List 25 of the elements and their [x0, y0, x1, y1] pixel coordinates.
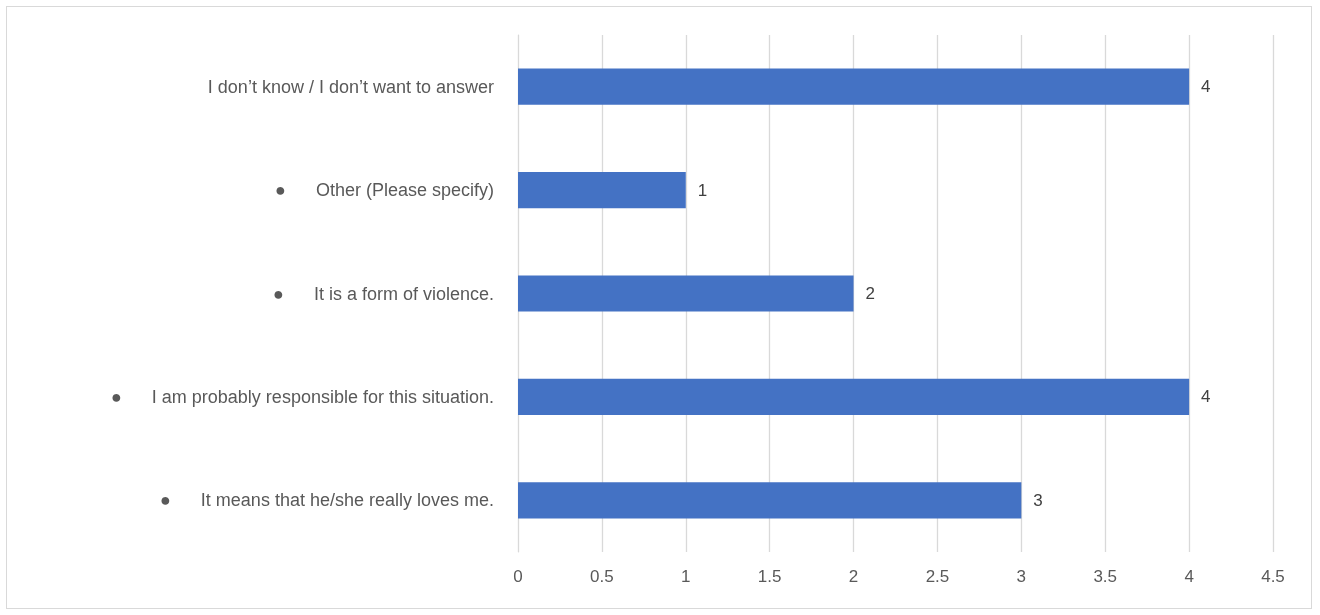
y-tick-label: ● Other (Please specify)	[275, 180, 494, 201]
data-label: 4	[1201, 387, 1211, 407]
x-tick-label: 1	[681, 567, 691, 586]
data-label: 3	[1033, 490, 1043, 510]
y-tick-label: ● I am probably responsible for this situation.	[110, 386, 494, 407]
x-tick-label: 1.5	[757, 567, 782, 586]
x-tick-label: 2.5	[925, 567, 950, 586]
x-tick-label: 0	[513, 567, 523, 586]
data-label: 1	[697, 180, 708, 200]
bar	[518, 68, 1190, 105]
x-tick-label: 3.5	[1093, 567, 1118, 586]
x-tick-label: 4.5	[1261, 567, 1285, 586]
data-label: 4	[1201, 77, 1211, 97]
bar	[518, 172, 686, 209]
y-tick-label: I don’t know / I don’t want to answer	[207, 76, 494, 97]
data-label: 2	[865, 284, 876, 303]
bar	[518, 482, 1022, 519]
x-tick-label: 0.5	[590, 567, 614, 586]
y-tick-label: ● It means that he/she really loves me.	[159, 490, 494, 511]
y-tick-label: ● It is a form of violence.	[273, 283, 494, 304]
x-tick-label: 3	[1016, 567, 1027, 586]
x-tick-label: 4	[1184, 567, 1194, 586]
bar	[518, 378, 1190, 415]
x-tick-label: 2	[848, 567, 859, 586]
bar	[518, 275, 854, 312]
